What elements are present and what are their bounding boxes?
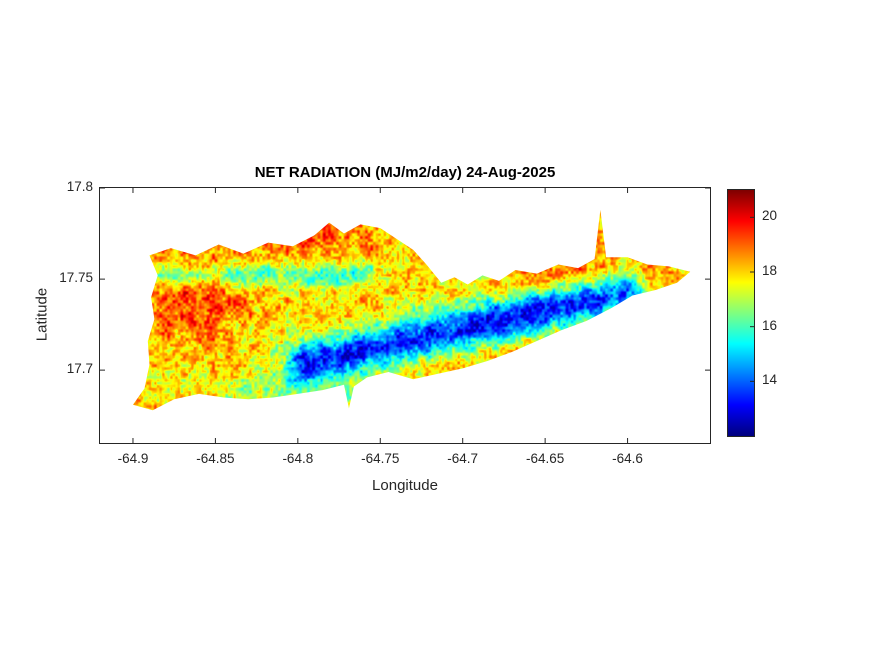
x-tick-label: -64.75 (361, 451, 400, 466)
x-tick-label: -64.8 (282, 451, 314, 466)
heatmap-canvas (100, 188, 710, 443)
x-tick-label: -64.7 (447, 451, 479, 466)
colorbar-tick-label: 16 (762, 317, 778, 333)
y-tick-label: 17.75 (59, 270, 93, 286)
colorbar-tick-label: 18 (762, 263, 778, 278)
colorbar-gradient (728, 190, 754, 436)
y-tick-label: 17.8 (66, 179, 93, 194)
y-tick-label: 17.7 (66, 361, 93, 377)
x-axis-label: Longitude (372, 477, 438, 494)
chart-title: NET RADIATION (MJ/m2/day) 24-Aug-2025 (254, 164, 556, 181)
colorbar (727, 189, 755, 437)
x-tick-label: -64.9 (117, 451, 149, 466)
colorbar-tick-label: 14 (762, 372, 778, 388)
x-tick-label: -64.6 (612, 451, 643, 466)
x-tick-label: -64.65 (525, 451, 565, 466)
colorbar-tick-label: 20 (762, 208, 778, 224)
x-tick-label: -64.85 (196, 451, 235, 466)
axes-box (99, 187, 711, 444)
